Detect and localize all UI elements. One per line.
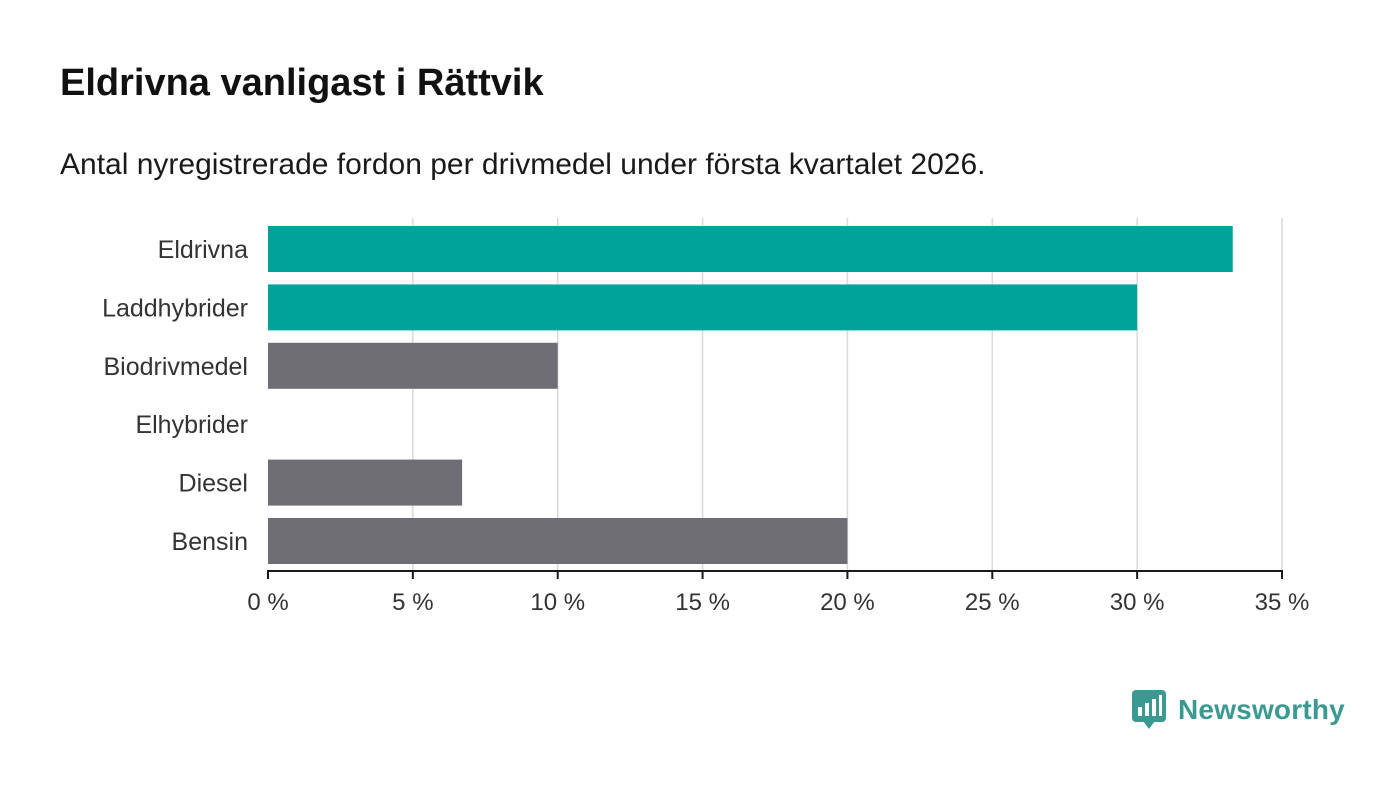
bar-bensin (268, 518, 848, 564)
x-tick-label: 15 % (675, 589, 730, 616)
category-label: Laddhybrider (102, 294, 248, 322)
x-tick-label: 30 % (1110, 589, 1165, 616)
x-tick-label: 5 % (392, 589, 433, 616)
x-tick-label: 25 % (965, 589, 1020, 616)
bar-laddhybrider (268, 284, 1138, 331)
category-label: Bensin (172, 528, 248, 556)
x-tick-label: 0 % (247, 589, 288, 616)
category-label: Biodrivmedel (103, 353, 248, 381)
bar-eldrivna (268, 226, 1233, 272)
x-tick-label: 10 % (530, 589, 585, 616)
x-tick-label: 35 % (1255, 589, 1310, 616)
brand-logo: Newsworthy (1132, 690, 1345, 730)
category-label: Diesel (179, 470, 248, 498)
x-tick-label: 20 % (820, 589, 875, 616)
bar-biodrivmedel (268, 342, 558, 389)
category-label: Eldrivna (158, 236, 248, 264)
newsworthy-logo-icon (1132, 690, 1166, 729)
category-label: Elhybrider (135, 411, 248, 439)
chart-title: Eldrivna vanligast i Rättvik (60, 62, 544, 104)
brand-name: Newsworthy (1178, 694, 1345, 725)
chart-subtitle: Antal nyregistrerade fordon per drivmede… (60, 148, 986, 181)
bar-diesel (268, 459, 463, 506)
